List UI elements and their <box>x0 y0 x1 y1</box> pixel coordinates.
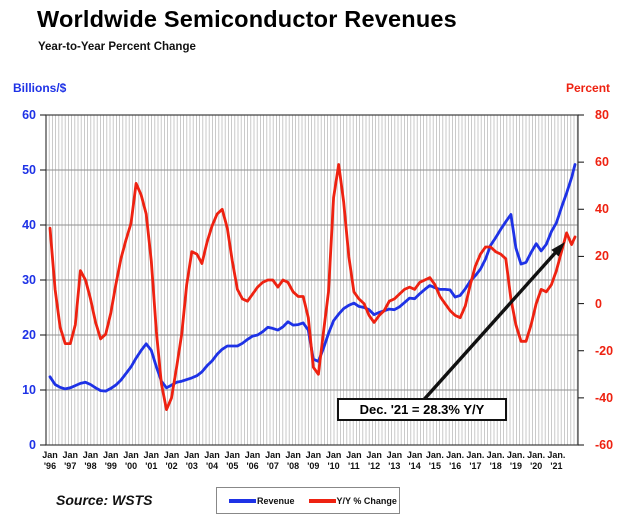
annotation-callout: Dec. '21 = 28.3% Y/Y <box>337 398 507 421</box>
right-y-tick-label: -20 <box>595 343 614 358</box>
legend-label-yoy: Y/Y % Change <box>336 495 397 506</box>
right-y-tick-label: 40 <box>595 202 609 217</box>
x-tick-label: Jan '12 <box>366 450 382 471</box>
annotation-arrow <box>422 242 565 401</box>
left-y-tick-label: 50 <box>22 163 36 177</box>
x-tick-label: Jan '10 <box>325 450 342 471</box>
x-tick-label: Jan '01 <box>143 450 160 471</box>
legend: Revenue Y/Y % Change <box>216 487 400 514</box>
right-y-tick-label: 20 <box>595 249 609 264</box>
x-tick-label: Jan. '16 <box>446 450 465 471</box>
x-tick-label: Jan. '20 <box>527 450 546 471</box>
revenue-line-swatch <box>229 498 256 503</box>
x-tick-label: Jan. '19 <box>506 450 525 471</box>
legend-item-yoy: Y/Y % Change <box>308 495 397 506</box>
x-tick-label: Jan '09 <box>305 450 322 471</box>
x-tick-label: Jan '08 <box>285 450 301 471</box>
right-y-tick-label: -40 <box>595 390 614 405</box>
x-tick-label: Jan. '18 <box>486 450 505 471</box>
x-tick-label: Jan '05 <box>224 450 241 471</box>
left-y-tick-label: 0 <box>29 438 36 452</box>
horizontal-gridlines <box>46 169 578 391</box>
x-tick-label: Jan '14 <box>406 450 423 471</box>
x-tick-label: Jan. '15 <box>425 450 444 471</box>
yoy-change-line <box>48 163 577 412</box>
right-y-tick-label: 60 <box>595 155 609 170</box>
annotation-text: Dec. '21 = 28.3% Y/Y <box>359 402 485 417</box>
right-y-tick-label: 80 <box>595 108 609 122</box>
x-tick-label: Jan '04 <box>204 450 220 471</box>
x-tick-label: Jan. '17 <box>466 450 485 471</box>
left-y-tick-label: 40 <box>22 218 36 232</box>
x-tick-label: Jan '99 <box>103 450 119 471</box>
left-y-tick-label: 10 <box>22 383 36 397</box>
right-y-tick-label: -60 <box>595 438 614 452</box>
x-tick-label: Jan '96 <box>42 450 58 471</box>
x-tick-label: Jan '98 <box>82 450 99 471</box>
yoy-line-swatch <box>308 498 336 503</box>
left-axis-title: Billions/$ <box>13 81 67 95</box>
left-y-tick-label: 60 <box>22 108 36 122</box>
axis-tick-marks <box>40 114 584 446</box>
x-tick-label: Jan. '21 <box>547 450 566 471</box>
x-tick-label: Jan '07 <box>265 450 281 471</box>
right-y-tick-label: 0 <box>595 296 602 311</box>
x-tick-label: Jan '02 <box>163 450 180 471</box>
legend-item-revenue: Revenue <box>229 496 295 506</box>
x-tick-label: Jan '00 <box>123 450 139 471</box>
left-y-tick-label: 20 <box>22 328 36 342</box>
left-y-tick-label: 30 <box>22 273 36 287</box>
x-tick-label: Jan '06 <box>244 450 261 471</box>
chart-subtitle: Year-to-Year Percent Change <box>38 41 196 53</box>
x-tick-label: Jan '03 <box>184 450 200 471</box>
source-note: Source: WSTS <box>56 492 153 508</box>
x-tick-label: Jan '13 <box>386 450 403 471</box>
right-axis-title: Percent <box>566 81 611 95</box>
x-tick-label: Jan '11 <box>346 450 362 471</box>
x-tick-label: Jan '97 <box>62 450 78 471</box>
legend-label-revenue: Revenue <box>257 495 295 506</box>
page-title: Worldwide Semiconductor Revenues <box>37 6 457 32</box>
